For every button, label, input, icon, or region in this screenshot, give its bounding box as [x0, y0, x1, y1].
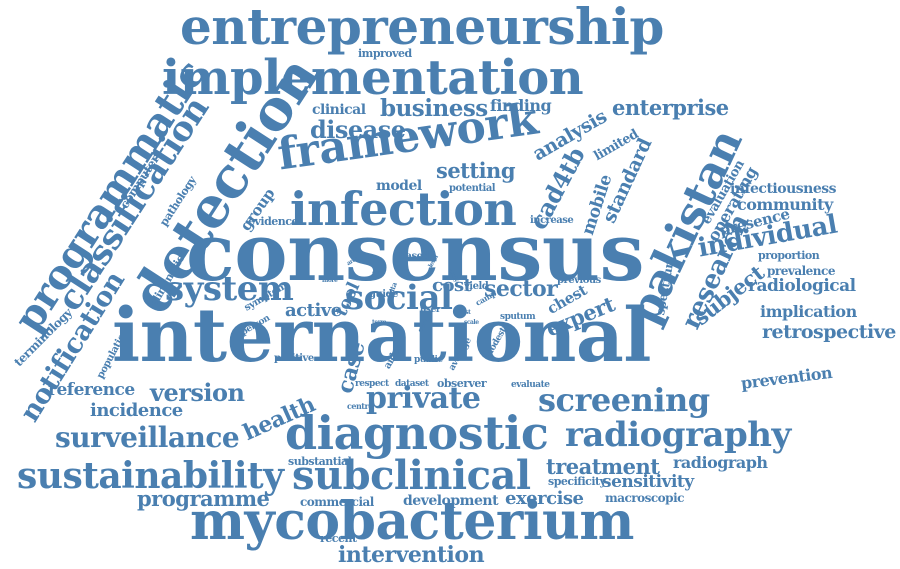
word-active: active [285, 300, 342, 321]
word-social: social [345, 278, 453, 318]
word-sensitivity: sensitivity [602, 472, 694, 492]
word-exercise: exercise [505, 488, 584, 509]
word-potential: potential [449, 183, 496, 194]
word-entrepreneurship: entrepreneurship [180, 0, 664, 56]
word-tail: tail [372, 271, 382, 278]
word-prevention: prevention [739, 362, 834, 393]
word-previous: previous [557, 275, 601, 286]
word-proportion: proportion [758, 249, 820, 262]
word-reference: reference [48, 380, 135, 400]
word-disease: disease [310, 115, 406, 144]
word-radiological: radiological [748, 276, 856, 296]
word-finding: finding [490, 96, 552, 115]
word-centre: centre [347, 401, 373, 411]
word-international: international [112, 293, 651, 379]
word-diagnostic: diagnostic [285, 406, 549, 460]
word-user: user [420, 305, 441, 315]
word-business: business [380, 95, 488, 122]
word-system: system [165, 269, 294, 309]
word-substantial: substantial [288, 455, 352, 468]
word-based: based [399, 251, 429, 262]
word-retrospective: retrospective [762, 321, 896, 343]
word-dataset: dataset [395, 379, 429, 389]
word-treatment: treatment [546, 454, 660, 479]
word-specificity: specificity [548, 475, 606, 488]
word-macroscopic: macroscopic [605, 491, 684, 505]
word-implementation: implementation [162, 50, 584, 106]
word-infection: infection [290, 182, 517, 236]
word-term: term [372, 319, 387, 326]
word-radiography: radiography [565, 415, 791, 455]
word-intervention: intervention [338, 542, 485, 568]
word-recent: recent [320, 532, 357, 545]
word-cost: cost [432, 275, 472, 296]
word-sputum: sputum [500, 312, 536, 322]
word-infectiousness: infectiousness [730, 181, 836, 197]
word-private: private [366, 381, 481, 416]
word-lost: lost [460, 309, 471, 316]
word-positive: positive [274, 353, 314, 364]
word-observer: observer [437, 377, 487, 390]
word-screening: screening [538, 381, 710, 419]
word-subclinical: subclinical [292, 452, 531, 499]
word-guide: guide [369, 289, 398, 300]
word-consensus: consensus [186, 205, 645, 299]
word-radiograph: radiograph [673, 453, 768, 472]
word-programme: programme [137, 486, 270, 511]
word-mycobacterium: mycobacterium [190, 491, 634, 552]
word-incidence: incidence [90, 400, 183, 421]
word-sector: sector [484, 276, 558, 302]
word-yield: yield [464, 281, 489, 292]
word-more: more [322, 277, 338, 284]
word-enterprise: enterprise [612, 95, 729, 120]
word-surveillance: surveillance [55, 421, 240, 454]
word-sustainability: sustainability [17, 455, 284, 497]
word-increase: increase [530, 215, 574, 226]
word-model: model [376, 178, 422, 194]
word-development: development [403, 493, 499, 509]
word-improved: improved [358, 47, 412, 60]
word-version: version [150, 378, 245, 407]
word-community: community [737, 195, 833, 214]
word-public: public [414, 355, 443, 365]
word-evidence: evidence [248, 215, 298, 228]
word-setting: setting [436, 158, 516, 183]
word-prevalence: prevalence [767, 264, 835, 278]
word-scale: scale [464, 319, 479, 326]
word-clinical: clinical [312, 102, 366, 118]
word-commercial: commercial [300, 495, 374, 509]
word-respect: respect [355, 379, 389, 389]
word-implication: implication [760, 302, 857, 321]
word-evaluate: evaluate [511, 380, 550, 390]
